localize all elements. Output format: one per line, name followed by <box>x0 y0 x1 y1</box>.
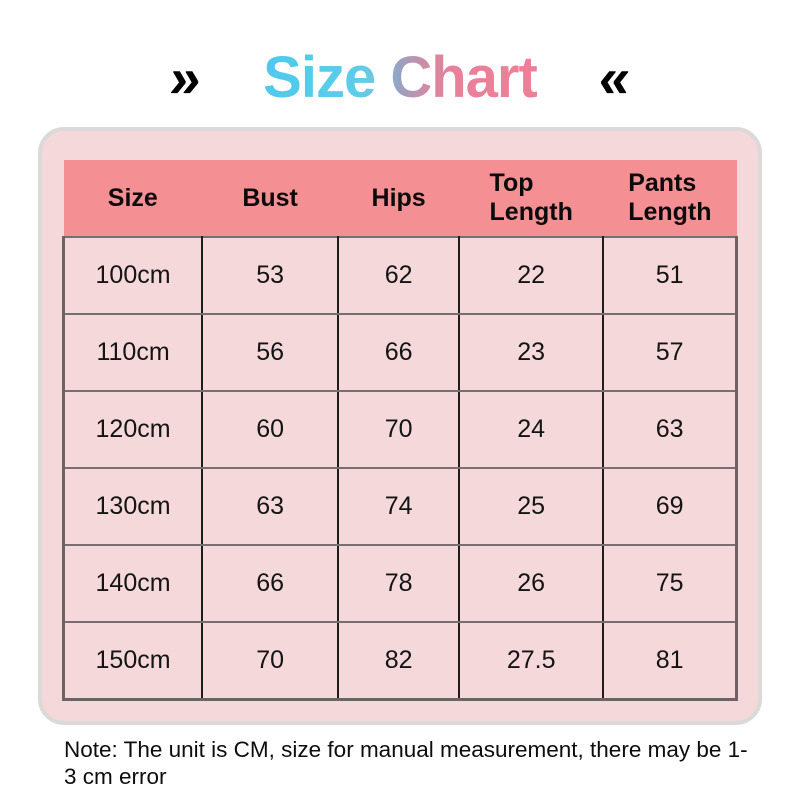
hips-cell: 78 <box>337 544 461 623</box>
column-header-size: Size <box>63 160 203 237</box>
pants-length-cell: 69 <box>602 467 739 546</box>
size-cell: 140cm <box>62 544 204 623</box>
top-length-cell: 23 <box>458 313 605 392</box>
chevrons-right-icon: » <box>166 46 205 109</box>
pants-length-cell: 63 <box>602 390 739 469</box>
bust-cell: 53 <box>201 236 340 315</box>
top-length-cell: 24 <box>458 390 605 469</box>
size-cell: 150cm <box>62 621 204 701</box>
header-row: Size Bust Hips Top Length Pants Length <box>63 160 737 237</box>
table-row-140cm: 140cm 66 78 26 75 <box>62 544 739 623</box>
size-chart-table: Size Bust Hips Top Length Pants Length 1… <box>62 160 739 701</box>
hips-cell: 82 <box>337 621 461 701</box>
size-cell: 110cm <box>62 313 204 392</box>
pants-length-cell: 51 <box>602 236 739 315</box>
table-row-100cm: 100cm 53 62 22 51 <box>62 236 739 315</box>
pants-length-cell: 81 <box>602 621 739 701</box>
bust-cell: 63 <box>201 467 340 546</box>
hips-cell: 66 <box>337 313 461 392</box>
column-header-hips: Hips <box>338 160 460 237</box>
column-header-bust: Bust <box>202 160 339 237</box>
column-header-pants-length-label: Pants Length <box>628 169 712 226</box>
size-chart-panel: Size Bust Hips Top Length Pants Length 1… <box>38 127 762 725</box>
column-header-top-length: Top Length <box>459 160 604 237</box>
chevrons-left-icon: « <box>595 46 634 109</box>
column-header-pants-length: Pants Length <box>603 160 737 237</box>
bust-cell: 56 <box>201 313 340 392</box>
column-header-bust-label: Bust <box>242 183 298 212</box>
column-header-size-label: Size <box>107 183 158 212</box>
table-row-150cm: 150cm 70 82 27.5 81 <box>62 621 739 701</box>
bust-cell: 66 <box>201 544 340 623</box>
table-row-110cm: 110cm 56 66 23 57 <box>62 313 739 392</box>
hips-cell: 70 <box>337 390 461 469</box>
pants-length-cell: 75 <box>602 544 739 623</box>
column-header-hips-label: Hips <box>371 183 426 212</box>
table-row-130cm: 130cm 63 74 25 69 <box>62 467 739 546</box>
note-text: Note: The unit is CM, size for manual me… <box>64 737 748 790</box>
page-title: Size Chart <box>263 45 538 110</box>
pants-length-cell: 57 <box>602 313 739 392</box>
bust-cell: 70 <box>201 621 340 701</box>
size-cell: 130cm <box>62 467 204 546</box>
top-length-cell: 22 <box>458 236 605 315</box>
table-row-120cm: 120cm 60 70 24 63 <box>62 390 739 469</box>
column-header-top-length-label: Top Length <box>489 169 573 226</box>
title-row: » Size Chart « <box>0 42 800 114</box>
top-length-cell: 25 <box>458 467 605 546</box>
size-cell: 120cm <box>62 390 204 469</box>
hips-cell: 62 <box>337 236 461 315</box>
hips-cell: 74 <box>337 467 461 546</box>
top-length-cell: 27.5 <box>458 621 605 701</box>
size-cell: 100cm <box>62 236 204 315</box>
bust-cell: 60 <box>201 390 340 469</box>
top-length-cell: 26 <box>458 544 605 623</box>
